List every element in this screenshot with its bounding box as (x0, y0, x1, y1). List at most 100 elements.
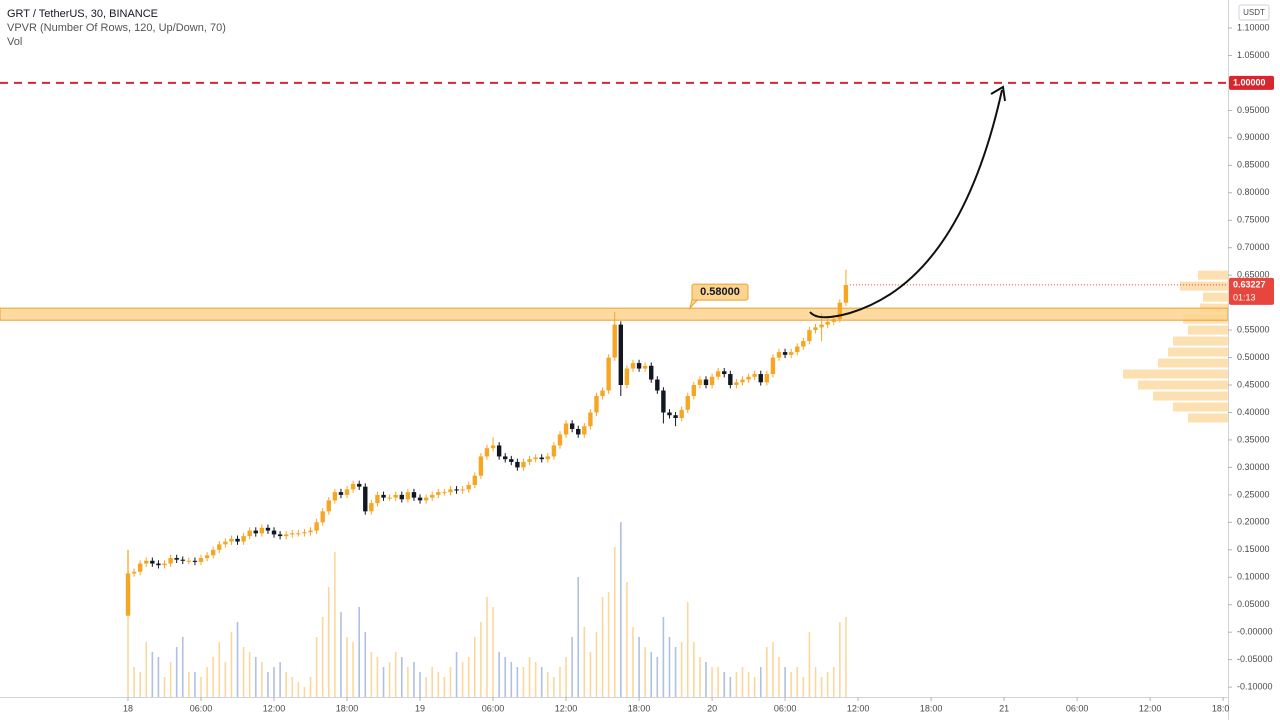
volume-bar (778, 657, 780, 697)
volume-bar (194, 672, 196, 697)
candle-body (296, 533, 301, 535)
profile-row (1138, 380, 1228, 390)
profile-row (1158, 358, 1228, 368)
volume-bar (346, 637, 348, 697)
volume-bar (620, 522, 622, 697)
candle-body (539, 457, 544, 460)
candle-body (831, 319, 836, 322)
candle-body (563, 423, 569, 435)
profile-row (1168, 347, 1228, 357)
volume-bar (839, 622, 841, 697)
candle-body (150, 560, 155, 564)
candle-body (192, 560, 198, 562)
volume-bar (668, 637, 671, 697)
volume-bar (467, 657, 470, 697)
volume-bar (790, 672, 792, 697)
axis-unit: USDT (1243, 8, 1265, 17)
volume-bar (206, 667, 208, 697)
volume-bar (711, 667, 713, 697)
candle-body (752, 374, 757, 377)
candle-body (521, 461, 526, 468)
volume-bar (139, 672, 141, 697)
candle-body (405, 492, 411, 500)
candle-body (247, 530, 252, 537)
volume-bar (717, 667, 719, 697)
candle-body (825, 321, 830, 325)
y-tick-label: 0.45000 (1237, 379, 1270, 389)
volume-bar (656, 657, 659, 697)
x-tick-label: 06:00 (1066, 703, 1089, 713)
zone-label: 0.58000 (700, 286, 740, 298)
y-tick-label: 0.30000 (1237, 462, 1270, 472)
candle-body (484, 448, 490, 457)
volume-bar (151, 652, 154, 697)
candle-body (691, 385, 697, 397)
countdown-label: 01:13 (1233, 292, 1256, 302)
volume-bar (127, 550, 129, 697)
volume-bar (224, 662, 227, 697)
candle-body (515, 461, 520, 468)
candle-body (795, 346, 800, 353)
volume-bar (498, 652, 500, 697)
volume-bar (784, 667, 786, 697)
candle-body (630, 363, 636, 369)
volume-bar (261, 662, 263, 697)
candle-body (490, 445, 496, 449)
candle-body (740, 379, 745, 383)
candle-body (290, 533, 295, 535)
candle-body (673, 415, 678, 418)
arrow-head (990, 85, 1006, 102)
y-tick-label: 0.40000 (1237, 407, 1270, 417)
volume-bar (486, 597, 488, 697)
candle-body (594, 396, 599, 413)
volume-bar (473, 637, 476, 697)
candle-body (685, 396, 690, 410)
volume-bar (808, 632, 811, 697)
unit-box (1238, 4, 1270, 21)
candle-body (661, 390, 666, 413)
volume-bar (613, 547, 616, 697)
volume-bar (632, 627, 634, 697)
candle-body (557, 434, 563, 446)
candle-body (229, 538, 234, 542)
volume-bar (772, 642, 774, 697)
volume-bar (145, 642, 148, 697)
candle-body (137, 563, 143, 572)
volume-bar (175, 647, 178, 697)
candle-body (131, 571, 137, 574)
candle-body (527, 459, 532, 462)
candle-body (545, 456, 551, 460)
y-tick-label: -0.00000 (1237, 627, 1273, 637)
candle-body (399, 494, 404, 500)
volume-bar (680, 642, 683, 697)
volume-bar (534, 662, 537, 697)
candle-body (326, 500, 331, 512)
candle-body (125, 573, 131, 616)
candles-layer (125, 269, 849, 616)
volume-bar (741, 667, 744, 697)
volume-bar (370, 652, 373, 697)
y-tick-label: 0.70000 (1237, 242, 1270, 252)
volume-bar (814, 667, 817, 697)
volume-bar (376, 657, 379, 697)
volume-bar (504, 657, 507, 697)
profile-row (1188, 413, 1228, 423)
volume-bar (443, 677, 446, 697)
volume-bar (242, 647, 245, 697)
y-tick-label: 0.95000 (1237, 105, 1270, 115)
candle-body (283, 534, 289, 537)
volume-bar (650, 652, 653, 697)
volume-bar (747, 672, 750, 697)
volume-bar (607, 592, 610, 697)
candle-body (223, 541, 228, 545)
y-tick-label: 0.80000 (1237, 187, 1270, 197)
volume-bar (334, 552, 336, 697)
candle-body (551, 445, 557, 457)
candle-body (496, 445, 502, 457)
candle-body (770, 357, 776, 375)
volume-bar (254, 657, 257, 697)
volume-bar (297, 682, 300, 697)
candle-body (235, 538, 240, 542)
y-tick-label: 0.25000 (1237, 489, 1270, 499)
candle-body (837, 302, 843, 320)
